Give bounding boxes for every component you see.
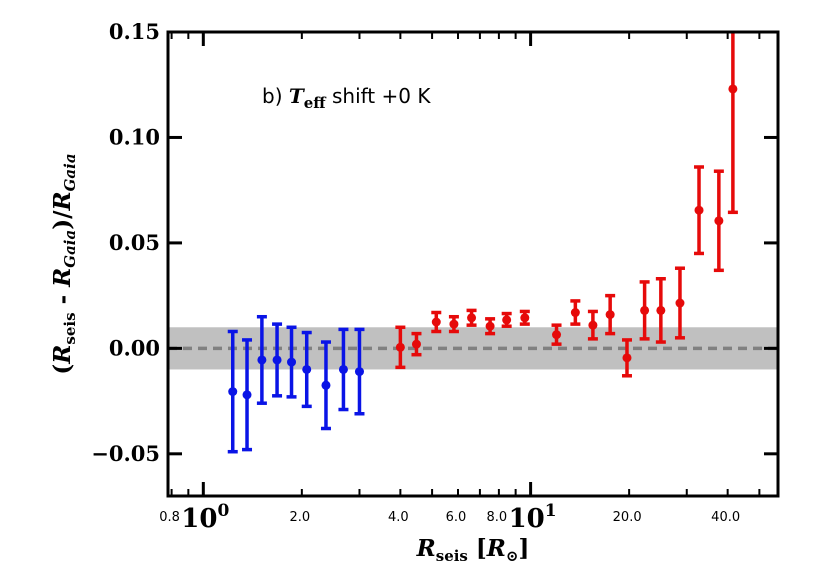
x-title-bracket-open: [ — [468, 535, 487, 562]
data-point-red-1 — [411, 331, 422, 357]
point-marker — [302, 364, 312, 374]
point-marker — [640, 305, 650, 315]
y-title-close-div: )/ — [49, 210, 76, 230]
data-point-red-2 — [431, 310, 442, 334]
y-title-r2-sub: Gaia — [61, 230, 79, 268]
data-point-blue-4 — [286, 325, 297, 399]
x-title-bracket-close: ] — [518, 535, 529, 562]
data-point-red-16 — [694, 165, 705, 256]
point-marker — [656, 305, 666, 315]
data-marks — [227, 32, 738, 454]
axis-tick-labels: −0.05 0.00 0.05 0.10 0.15 100 101 0.8 2.0 4.0 6.0 8… — [91, 19, 740, 534]
y-title-r1: R — [49, 345, 76, 365]
data-point-red-11 — [605, 293, 616, 336]
point-marker — [354, 367, 364, 377]
point-marker — [570, 308, 580, 318]
y-title-open: ( — [49, 364, 76, 375]
data-point-blue-7 — [338, 327, 349, 412]
data-point-red-8 — [551, 323, 562, 346]
point-marker — [552, 330, 562, 340]
panel-annotation: b) Teff shift +0 K — [262, 84, 431, 112]
x-title-sub: seis — [436, 547, 468, 565]
point-marker — [520, 313, 530, 323]
point-marker — [257, 355, 267, 365]
point-marker — [728, 84, 738, 94]
y-title-r2: R — [49, 268, 76, 288]
point-marker — [228, 387, 238, 397]
y-title-r3-sub: Gaia — [61, 153, 79, 191]
x-axis-title: Rseis [R⊙] — [416, 535, 530, 565]
data-point-red-13 — [639, 280, 650, 341]
series-red — [395, 32, 738, 378]
data-point-red-15 — [674, 266, 685, 340]
x-title-unit: R — [486, 535, 506, 562]
data-point-red-17 — [713, 169, 724, 273]
y-tick-label: 0.10 — [109, 124, 160, 149]
x-major-tick-label: 100 — [181, 501, 229, 534]
axis-ticks — [168, 30, 778, 496]
data-point-red-5 — [485, 317, 496, 336]
data-point-red-9 — [570, 299, 581, 326]
x-minor-tick-label: 0.8 — [159, 510, 180, 525]
point-marker — [287, 357, 297, 367]
point-marker — [714, 216, 724, 226]
annotation-var-sub: eff — [304, 94, 328, 112]
data-point-red-7 — [519, 309, 530, 326]
point-marker — [321, 380, 331, 390]
x-minor-tick-label: 20.0 — [613, 510, 642, 525]
point-marker — [485, 321, 495, 331]
point-marker — [605, 310, 615, 320]
x-minor-tick-label: 4.0 — [388, 510, 409, 525]
plot-frame — [166, 30, 780, 498]
point-marker — [431, 317, 441, 327]
data-point-red-14 — [655, 277, 666, 344]
data-point-red-12 — [621, 338, 632, 378]
point-marker — [272, 355, 282, 365]
point-marker — [242, 390, 252, 400]
point-marker — [395, 342, 405, 352]
series-blue — [227, 314, 365, 454]
y-tick-label: −0.05 — [91, 441, 160, 466]
point-marker — [449, 319, 459, 329]
point-marker — [622, 353, 632, 363]
point-marker — [411, 339, 421, 349]
point-marker — [467, 313, 477, 323]
y-axis-title: (Rseis - RGaia)/RGaia — [49, 153, 79, 374]
data-point-red-6 — [501, 311, 512, 328]
x-major-tick-label: 101 — [509, 501, 557, 534]
y-title-minus: - — [49, 287, 76, 313]
x-minor-tick-label: 8.0 — [487, 510, 508, 525]
x-minor-tick-label: 40.0 — [711, 510, 740, 525]
data-point-blue-1 — [242, 338, 253, 452]
annotation-var: T — [289, 84, 306, 108]
y-title-r3: R — [49, 191, 76, 211]
x-minor-tick-label: 2.0 — [289, 510, 310, 525]
data-point-red-4 — [466, 308, 477, 327]
annotation-prefix: b) — [262, 84, 289, 108]
annotation-suffix: shift +0 K — [326, 84, 432, 108]
x-title-unit-sub: ⊙ — [506, 547, 519, 565]
data-point-blue-3 — [272, 322, 283, 398]
y-tick-label: 0.15 — [109, 19, 160, 44]
point-marker — [694, 205, 704, 215]
data-point-blue-6 — [320, 340, 331, 431]
data-point-blue-5 — [301, 330, 312, 409]
data-point-red-18 — [727, 32, 738, 215]
data-point-red-0 — [395, 325, 406, 370]
y-tick-label: 0.05 — [109, 230, 160, 255]
point-marker — [675, 298, 685, 308]
x-minor-tick-label: 6.0 — [446, 510, 467, 525]
x-title-main: R — [416, 535, 436, 562]
point-marker — [588, 320, 598, 330]
data-point-red-3 — [448, 314, 459, 334]
data-point-blue-8 — [354, 327, 365, 416]
data-point-red-10 — [587, 309, 598, 341]
data-point-blue-2 — [256, 314, 267, 405]
y-title-r1-sub: seis — [61, 312, 79, 344]
point-marker — [502, 315, 512, 325]
data-point-blue-0 — [227, 329, 238, 454]
point-marker — [338, 364, 348, 374]
y-tick-label: 0.00 — [109, 335, 160, 360]
